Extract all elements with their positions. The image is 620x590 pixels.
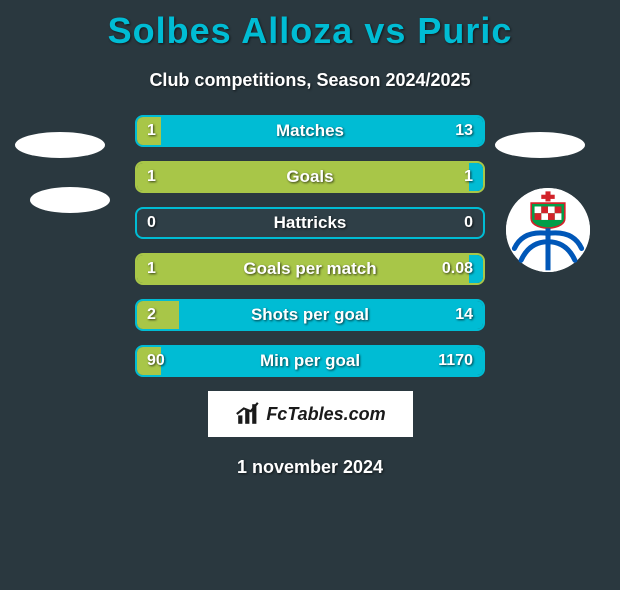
brand-label: FcTables.com <box>266 404 385 425</box>
stat-left-value: 1 <box>147 255 156 283</box>
placeholder-ellipse <box>495 132 585 158</box>
stat-row: Goals1 1 <box>135 161 485 193</box>
page-subtitle: Club competitions, Season 2024/2025 <box>0 70 620 91</box>
stat-row: Hattricks0 0 <box>135 207 485 239</box>
stat-right-value: 13 <box>455 117 473 145</box>
page-title: Solbes Alloza vs Puric <box>0 10 620 52</box>
stat-right-value: 0.08 <box>442 255 473 283</box>
stat-right-value: 1170 <box>438 347 473 375</box>
stat-row: Goals per match1 0.08 <box>135 253 485 285</box>
stat-label: Min per goal <box>137 347 483 375</box>
stat-right-value: 1 <box>464 163 473 191</box>
stat-right-value: 14 <box>455 301 473 329</box>
stat-left-value: 0 <box>147 209 156 237</box>
stat-row: Shots per goal2 14 <box>135 299 485 331</box>
stat-label: Goals <box>137 163 483 191</box>
club-badge <box>506 188 590 272</box>
stat-left-value: 90 <box>147 347 165 375</box>
stat-row: Matches1 13 <box>135 115 485 147</box>
chart-icon <box>234 400 262 428</box>
brand-footer: FcTables.com <box>208 391 413 437</box>
stat-left-value: 1 <box>147 117 156 145</box>
stat-right-value: 0 <box>464 209 473 237</box>
stat-label: Shots per goal <box>137 301 483 329</box>
stat-row: Min per goal90 1170 <box>135 345 485 377</box>
stat-label: Matches <box>137 117 483 145</box>
placeholder-ellipse <box>15 132 105 158</box>
placeholder-ellipse <box>30 187 110 213</box>
stat-left-value: 1 <box>147 163 156 191</box>
stat-label: Goals per match <box>137 255 483 283</box>
stat-label: Hattricks <box>137 209 483 237</box>
stat-left-value: 2 <box>147 301 156 329</box>
date-label: 1 november 2024 <box>0 457 620 478</box>
